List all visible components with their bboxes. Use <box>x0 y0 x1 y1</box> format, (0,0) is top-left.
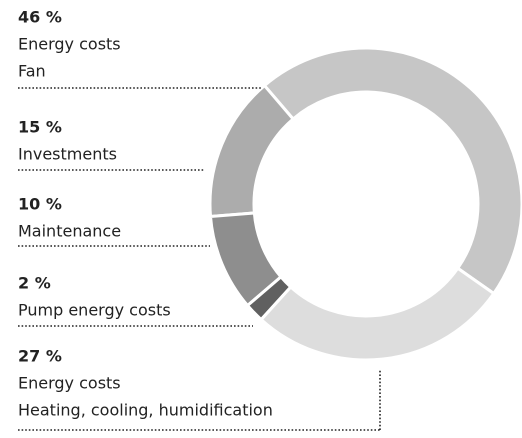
category-label: Maintenance <box>18 222 121 241</box>
category-label: Investments <box>18 145 117 164</box>
donut-segment <box>262 46 522 296</box>
category-label: Pump energy costs <box>18 301 171 320</box>
value-label: 27 % <box>18 347 62 366</box>
category-label: Fan <box>18 62 46 81</box>
value-label: 15 % <box>18 118 62 137</box>
donut-segment <box>208 83 296 219</box>
donut-segment <box>259 266 496 362</box>
value-label: 2 % <box>18 274 51 293</box>
value-label: 46 % <box>18 8 62 27</box>
category-label: Energy costs <box>18 374 121 393</box>
value-label: 10 % <box>18 195 62 214</box>
category-label: Energy costs <box>18 35 121 54</box>
category-label: Heating, cooling, humidification <box>18 401 273 420</box>
